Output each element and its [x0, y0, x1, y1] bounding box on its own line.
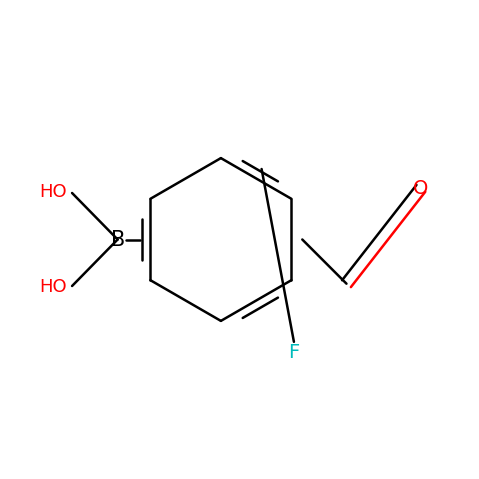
Text: O: O	[413, 179, 429, 198]
Text: HO: HO	[40, 183, 67, 201]
Text: F: F	[288, 342, 299, 362]
Text: B: B	[111, 229, 125, 250]
Text: HO: HO	[40, 278, 67, 296]
